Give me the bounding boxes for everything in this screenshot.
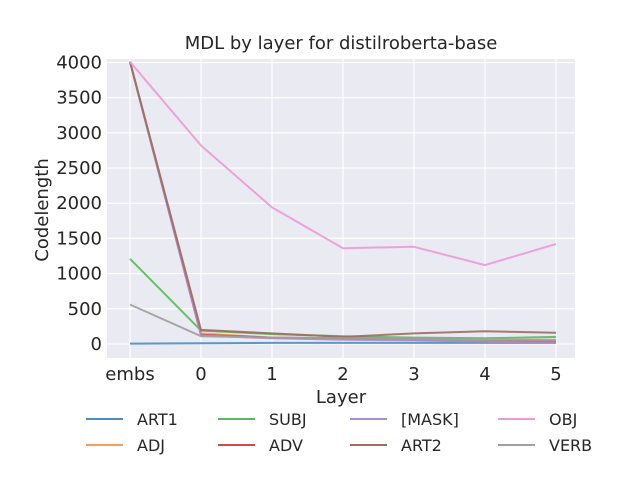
legend-item: ADV <box>218 436 303 455</box>
legend-item: SUBJ <box>218 410 307 429</box>
legend-label: ART1 <box>137 410 178 429</box>
x-tick-label: 4 <box>479 364 490 385</box>
y-tick-label: 1000 <box>56 264 102 285</box>
y-tick-label: 3000 <box>56 123 102 144</box>
x-tick-label: 2 <box>337 364 348 385</box>
y-tick-label: 500 <box>68 299 102 320</box>
legend-label: ADV <box>269 436 303 455</box>
legend-item: ADJ <box>86 436 165 455</box>
x-tick-label: 3 <box>408 364 419 385</box>
legend-item: ART1 <box>86 410 178 429</box>
y-tick-label: 4000 <box>56 53 102 74</box>
y-tick-label: 3500 <box>56 88 102 109</box>
series-lines <box>129 61 557 345</box>
legend-item: OBJ <box>498 410 577 429</box>
chart-title: MDL by layer for distilroberta-base <box>185 33 498 54</box>
y-tick-label: 2500 <box>56 158 102 179</box>
x-tick-labels: embs 0 1 2 3 4 5 <box>105 364 561 385</box>
legend-item: VERB <box>498 436 592 455</box>
legend-item: [MASK] <box>350 410 459 429</box>
y-tick-label: 2000 <box>56 193 102 214</box>
series-line-art1 <box>129 341 556 345</box>
x-tick-label: 5 <box>550 364 561 385</box>
legend: ART1 ADJ SUBJ ADV [MASK] ART2 OBJ VERB <box>86 410 592 455</box>
x-tick-label: 1 <box>266 364 277 385</box>
legend-label: ADJ <box>137 436 165 455</box>
y-tick-labels: 0 500 1000 1500 2000 2500 3000 3500 4000 <box>56 53 102 355</box>
series-line-obj <box>129 61 557 267</box>
x-tick-label: embs <box>105 364 154 385</box>
legend-label: SUBJ <box>269 410 307 429</box>
y-axis-label: Codelength <box>32 158 53 261</box>
series-line-verb <box>129 303 556 341</box>
legend-label: OBJ <box>549 410 577 429</box>
x-axis-label: Layer <box>316 387 367 408</box>
y-tick-label: 1500 <box>56 228 102 249</box>
legend-label: [MASK] <box>401 410 459 429</box>
y-tick-label: 0 <box>91 334 102 355</box>
plot-background <box>107 59 575 358</box>
legend-item: ART2 <box>350 436 442 455</box>
series-line-art2 <box>129 61 557 338</box>
legend-label: ART2 <box>401 436 442 455</box>
legend-label: VERB <box>549 436 592 455</box>
x-tick-label: 0 <box>195 364 206 385</box>
grid <box>107 59 575 358</box>
